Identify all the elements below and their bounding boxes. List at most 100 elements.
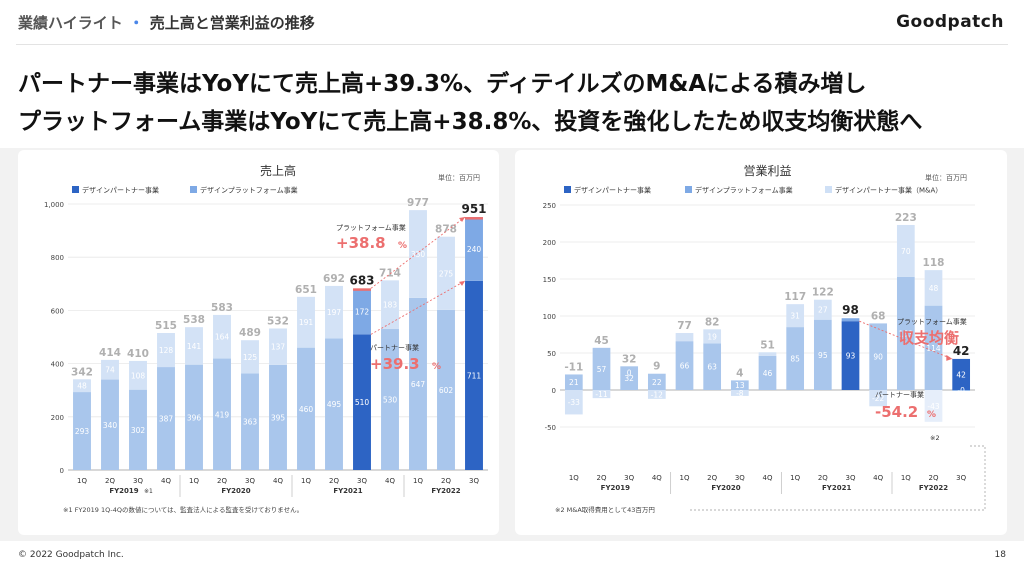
bar-segment	[813, 299, 832, 320]
data-label: 172	[355, 307, 370, 316]
breadcrumb-separator: ・	[128, 14, 144, 32]
footnote: ※2 M&A取得費用として43百万円	[555, 505, 655, 514]
x-tick-label: 2Q	[441, 477, 451, 485]
footnote-marker: ※2	[930, 434, 940, 442]
fiscal-year-label: FY2021	[822, 484, 851, 492]
bar-segment	[157, 367, 175, 470]
x-tick-label: 2Q	[818, 474, 828, 482]
x-tick-label: 2Q	[707, 474, 717, 482]
total-label: 223	[895, 212, 917, 224]
bar-segment	[592, 347, 611, 390]
total-label: 692	[323, 273, 345, 285]
data-label: 602	[439, 386, 454, 395]
bar-segment	[101, 359, 119, 380]
annotation-unit: %	[398, 241, 407, 251]
header-divider	[16, 44, 1008, 45]
data-label: 27	[818, 306, 828, 315]
data-label: 183	[383, 301, 398, 310]
data-label: 19	[707, 332, 717, 341]
x-tick-label: 3Q	[956, 474, 966, 482]
bar-segment	[73, 379, 91, 393]
data-label: 95	[818, 351, 828, 360]
bar-segment	[129, 360, 147, 390]
total-label: 683	[349, 274, 374, 288]
highlight-cap	[465, 217, 483, 220]
data-label: 128	[159, 346, 174, 355]
goodpatch-logo: Goodpatch	[896, 12, 1004, 32]
x-tick-label: 1Q	[901, 474, 911, 482]
footnote: ※1 FY2019 1Q-4Qの数値については、監査法人による監査を受けておりま…	[63, 505, 303, 514]
bar-segment	[703, 343, 722, 390]
data-label: 141	[187, 342, 202, 351]
data-label: 4	[848, 310, 853, 319]
bar-segment	[675, 333, 694, 342]
highlight-cap	[353, 288, 371, 291]
data-label: 340	[103, 421, 118, 430]
fiscal-year-label: FY2020	[711, 484, 740, 492]
annotation-label: プラットフォーム事業	[336, 223, 406, 232]
bar-segment	[564, 374, 583, 390]
bar-segment	[297, 296, 315, 348]
bar-segment	[869, 323, 888, 390]
footnote-marker: ※1	[144, 488, 153, 495]
y-tick-label: 50	[547, 350, 556, 358]
x-tick-label: 2Q	[929, 474, 939, 482]
bar-segment	[465, 280, 483, 470]
total-label: 515	[155, 320, 177, 332]
data-label: 90	[873, 353, 883, 362]
data-label: 48	[929, 284, 939, 293]
data-label: -8	[736, 389, 744, 398]
total-label: 32	[622, 353, 637, 365]
data-label: -43	[927, 402, 939, 411]
annotation-value: -54.2	[875, 403, 918, 421]
data-label: 419	[215, 410, 230, 419]
x-tick-label: 4Q	[763, 474, 773, 482]
bar-segment	[157, 333, 175, 368]
y-tick-label: 200	[543, 239, 556, 247]
total-label: 583	[211, 302, 233, 314]
legend-label: デザインプラットフォーム事業	[695, 186, 793, 195]
total-label: 98	[842, 303, 859, 317]
total-label: 77	[677, 320, 692, 332]
y-tick-label: 800	[51, 254, 64, 262]
y-tick-label: 0	[552, 387, 556, 395]
bar-segment	[269, 364, 287, 470]
section-title: 業績ハイライト	[18, 14, 123, 32]
y-tick-label: 100	[543, 313, 556, 321]
total-label: 878	[435, 224, 457, 236]
bar-segment	[185, 327, 203, 365]
section-breadcrumb: 業績ハイライト・売上高と営業利益の推移	[18, 12, 315, 33]
annotation-unit: %	[927, 410, 936, 420]
bar-segment	[924, 270, 943, 306]
total-label: 51	[760, 339, 775, 351]
annotation-label: パートナー事業	[875, 390, 924, 399]
x-tick-label: 3Q	[469, 477, 479, 485]
bar-segment	[185, 364, 203, 470]
data-label: 460	[299, 405, 314, 414]
bar-segment	[241, 373, 259, 470]
data-label: 495	[327, 400, 342, 409]
y-tick-label: 150	[543, 276, 556, 284]
bar-segment	[381, 329, 399, 470]
page-number: 18	[994, 550, 1006, 560]
x-tick-label: 3Q	[133, 477, 143, 485]
bar-segment	[896, 224, 915, 277]
data-label: 647	[411, 380, 426, 389]
bar-segment	[647, 373, 666, 390]
legend-swatch	[825, 186, 832, 193]
data-label: 711	[467, 371, 482, 380]
bar-segment	[952, 358, 971, 390]
x-tick-label: 4Q	[652, 474, 662, 482]
data-label: 153	[899, 329, 914, 338]
total-label: 342	[71, 366, 93, 378]
bar-segment	[896, 276, 915, 390]
data-label: 293	[75, 427, 90, 436]
data-label: 57	[597, 365, 607, 374]
data-label: 70	[901, 247, 911, 256]
chart-title: 営業利益	[743, 164, 791, 178]
total-label: 977	[407, 197, 429, 209]
bar-segment	[325, 285, 343, 339]
legend-label: デザインプラットフォーム事業	[200, 186, 298, 195]
annotation-value: 収支均衡	[899, 329, 959, 347]
